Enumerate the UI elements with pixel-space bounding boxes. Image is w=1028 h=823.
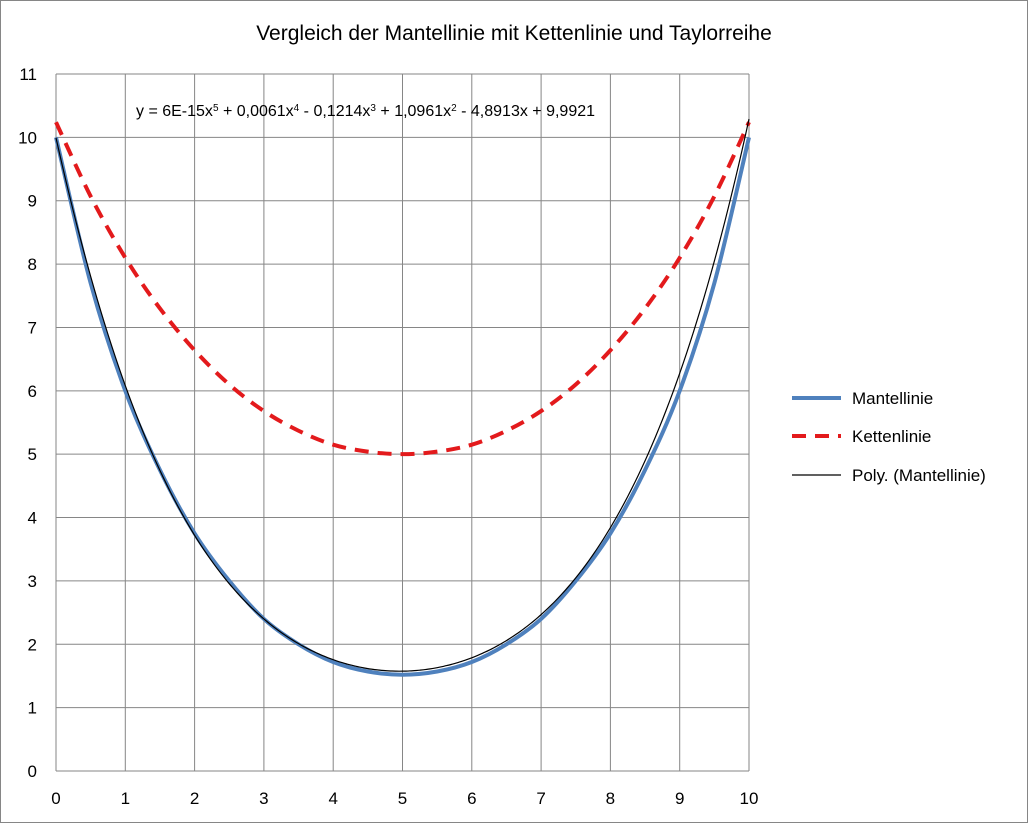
y-tick-label: 2 bbox=[28, 635, 37, 654]
y-tick-label: 4 bbox=[28, 509, 37, 528]
eq-part: + 1,0961x bbox=[376, 103, 451, 120]
y-tick-label: 9 bbox=[28, 192, 37, 211]
y-tick-label: 10 bbox=[18, 128, 37, 147]
eq-exp: 2 bbox=[451, 103, 457, 114]
y-tick-label: 7 bbox=[28, 318, 37, 337]
x-tick-label: 2 bbox=[190, 789, 199, 808]
x-tick-label: 3 bbox=[259, 789, 268, 808]
x-tick-label: 1 bbox=[121, 789, 130, 808]
grid-lines bbox=[55, 73, 750, 772]
x-tick-label: 5 bbox=[398, 789, 407, 808]
trendline-equation: y = 6E-15x5 + 0,0061x4 - 0,1214x3 + 1,09… bbox=[136, 103, 595, 121]
legend-item-kettenlinie: Kettenlinie bbox=[792, 427, 931, 446]
legend-label-poly-mantellinie: Poly. (Mantellinie) bbox=[852, 466, 986, 485]
legend-item-poly-mantellinie: Poly. (Mantellinie) bbox=[792, 466, 986, 485]
eq-exp: 3 bbox=[370, 103, 376, 114]
eq-part: + 0,0061x bbox=[219, 103, 294, 120]
y-tick-label: 8 bbox=[28, 255, 37, 274]
x-tick-label: 0 bbox=[51, 789, 60, 808]
legend-label-kettenlinie: Kettenlinie bbox=[852, 427, 931, 446]
eq-part: - 0,1214x bbox=[299, 103, 370, 120]
y-tick-label: 0 bbox=[28, 762, 37, 781]
y-tick-label: 6 bbox=[28, 382, 37, 401]
x-tick-label: 9 bbox=[675, 789, 684, 808]
x-tick-label: 8 bbox=[606, 789, 615, 808]
y-tick-label: 3 bbox=[28, 572, 37, 591]
eq-part: y = 6E-15x bbox=[136, 103, 213, 120]
series-layer bbox=[54, 118, 751, 677]
x-tick-label: 4 bbox=[328, 789, 337, 808]
series-line-poly-mantellinie bbox=[55, 118, 750, 672]
x-tick-labels: 0 1 2 3 4 5 6 7 8 9 10 bbox=[51, 789, 758, 808]
series-line-kettenlinie bbox=[54, 121, 751, 457]
eq-exp: 4 bbox=[294, 103, 300, 114]
eq-part: - 4,8913x + 9,9921 bbox=[457, 103, 595, 120]
legend-label-mantellinie: Mantellinie bbox=[852, 389, 933, 408]
eq-exp: 5 bbox=[213, 103, 219, 114]
chart-title: Vergleich der Mantellinie mit Kettenlini… bbox=[256, 22, 772, 45]
legend-item-mantellinie: Mantellinie bbox=[792, 389, 933, 408]
legend: Mantellinie Kettenlinie Poly. (Mantellin… bbox=[792, 389, 986, 485]
x-tick-label: 10 bbox=[740, 789, 759, 808]
y-tick-label: 11 bbox=[19, 65, 37, 84]
y-tick-label: 1 bbox=[28, 699, 37, 718]
axes bbox=[55, 74, 749, 772]
x-tick-label: 7 bbox=[536, 789, 545, 808]
y-tick-label: 5 bbox=[28, 445, 37, 464]
y-tick-labels: 0 1 2 3 4 5 6 7 8 9 10 11 bbox=[18, 65, 37, 781]
x-tick-label: 6 bbox=[467, 789, 476, 808]
